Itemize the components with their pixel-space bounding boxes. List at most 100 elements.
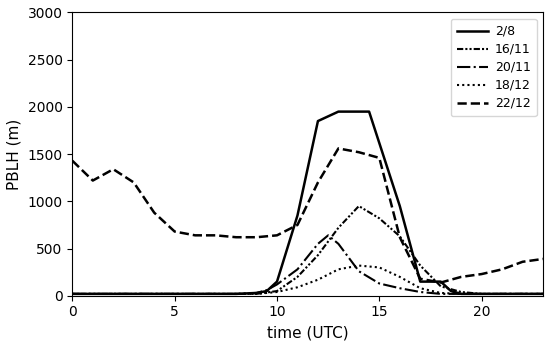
20/11 [355,269,362,273]
2/8 [458,292,465,296]
18/12 [355,263,362,268]
2/8 [315,119,321,123]
18/12 [417,286,424,290]
22/12 [458,275,465,279]
2/8 [540,292,546,296]
20/11 [315,242,321,246]
20/11 [274,282,280,287]
20/11 [253,291,260,295]
20/11 [499,292,505,296]
22/12 [151,211,157,215]
16/11 [315,253,321,257]
16/11 [192,292,199,296]
16/11 [233,292,239,296]
20/11 [110,292,117,296]
16/11 [274,289,280,293]
18/12 [172,292,178,296]
20/11 [263,288,270,292]
22/12 [519,260,526,264]
2/8 [355,110,362,114]
2/8 [90,292,96,296]
22/12 [437,280,444,285]
2/8 [366,110,372,114]
2/8 [499,292,505,296]
22/12 [499,267,505,271]
2/8 [233,292,239,296]
2/8 [263,289,270,293]
20/11 [376,281,383,286]
20/11 [192,292,199,296]
16/11 [478,292,485,296]
18/12 [499,292,505,296]
18/12 [151,292,157,296]
18/12 [110,292,117,296]
22/12 [417,277,424,281]
16/11 [458,290,465,294]
22/12 [130,180,137,185]
18/12 [540,292,546,296]
2/8 [212,292,219,296]
18/12 [130,292,137,296]
22/12 [233,235,239,239]
20/11 [172,292,178,296]
2/8 [110,292,117,296]
18/12 [458,292,465,296]
16/11 [69,292,76,296]
20/11 [540,292,546,296]
16/11 [355,204,362,208]
Line: 16/11: 16/11 [73,206,543,294]
20/11 [335,242,342,246]
2/8 [294,213,301,218]
20/11 [519,292,526,296]
16/11 [397,234,403,238]
18/12 [315,278,321,282]
20/11 [325,233,332,237]
20/11 [417,290,424,294]
18/12 [397,275,403,279]
16/11 [172,292,178,296]
22/12 [110,167,117,171]
20/11 [458,292,465,296]
18/12 [376,265,383,270]
20/11 [294,267,301,271]
20/11 [130,292,137,296]
18/12 [437,291,444,295]
16/11 [335,226,342,230]
2/8 [448,289,454,293]
20/11 [212,292,219,296]
20/11 [69,292,76,296]
22/12 [212,233,219,237]
18/12 [90,292,96,296]
18/12 [519,292,526,296]
Line: 2/8: 2/8 [73,112,543,294]
2/8 [253,291,260,295]
Legend: 2/8, 16/11, 20/11, 18/12, 22/12: 2/8, 16/11, 20/11, 18/12, 22/12 [451,19,537,116]
Line: 22/12: 22/12 [73,149,543,282]
18/12 [335,267,342,271]
2/8 [151,292,157,296]
2/8 [172,292,178,296]
22/12 [376,156,383,160]
2/8 [397,204,403,208]
22/12 [172,229,178,234]
20/11 [90,292,96,296]
20/11 [397,286,403,290]
22/12 [294,223,301,227]
16/11 [376,216,383,220]
16/11 [294,275,301,279]
Line: 20/11: 20/11 [73,235,543,294]
2/8 [130,292,137,296]
22/12 [540,257,546,261]
18/12 [294,285,301,289]
22/12 [274,233,280,237]
2/8 [274,280,280,284]
16/11 [499,292,505,296]
2/8 [69,292,76,296]
22/12 [90,178,96,183]
20/11 [151,292,157,296]
22/12 [192,233,199,237]
16/11 [540,292,546,296]
2/8 [335,110,342,114]
16/11 [437,284,444,288]
20/11 [478,292,485,296]
